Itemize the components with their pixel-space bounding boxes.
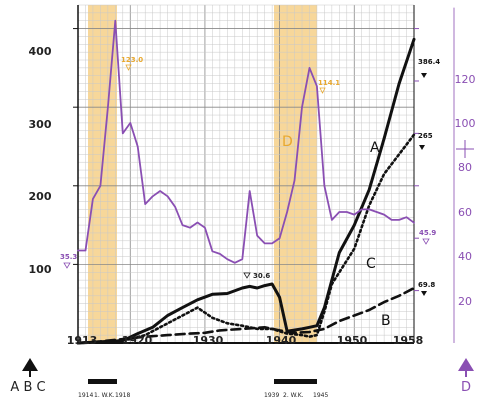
war-start-label: 1914	[78, 392, 93, 399]
war-bar-2	[274, 379, 317, 384]
left-axis-label: A B C	[10, 380, 45, 395]
x-tick-label: 1930	[193, 334, 224, 347]
annotation-peak-d-2: 114.1	[318, 79, 340, 87]
axes	[73, 5, 455, 344]
y-right-tick-label: 120	[455, 73, 476, 86]
marker-icon	[419, 145, 425, 150]
annotation-low-d: 30.6	[253, 272, 270, 280]
marker-icon	[422, 238, 430, 245]
y-right-tick-label: 60	[458, 206, 472, 219]
series-layer	[76, 19, 416, 345]
y-left-tick-label: 100	[29, 263, 52, 276]
series-label-d: D	[282, 134, 293, 150]
annotation-peak-d-1: 123.0	[121, 56, 143, 64]
war-bar-1	[88, 379, 117, 384]
annotation-start-d: 35.3	[60, 253, 77, 261]
y-left-tick-label: 200	[29, 190, 52, 203]
war-end-label: 1945	[313, 392, 328, 399]
series-label-b: B	[381, 313, 391, 329]
war-start-label: 1939	[264, 392, 279, 399]
y-right-tick-label: 40	[458, 250, 472, 263]
marker-icon	[421, 73, 427, 78]
series-line-a	[76, 37, 416, 345]
right-arrow-icon	[458, 358, 474, 371]
war-label: 1. W.K.	[94, 392, 115, 399]
war-label: 2. W.K.	[283, 392, 304, 399]
y-left-tick-label: 300	[29, 118, 52, 131]
annotation-end-b: 69.8	[418, 281, 435, 289]
x-tick-label: 1950	[337, 334, 368, 347]
x-tick-label: 1940	[266, 334, 297, 347]
marker-icon	[319, 87, 326, 94]
marker-icon	[125, 64, 132, 71]
x-tick-label: 1958	[393, 334, 424, 347]
annotation-end-d: 45.9	[419, 229, 436, 237]
series-line-c	[76, 133, 416, 345]
series-label-c: C	[366, 256, 376, 272]
war-end-label: 1918	[115, 392, 130, 399]
annotation-end-c: 265	[418, 132, 433, 140]
x-tick-label: 1920	[122, 334, 153, 347]
x-tick-label: 1913	[67, 334, 98, 347]
series-label-a: A	[370, 140, 380, 156]
marker-icon	[421, 291, 427, 296]
right-axis-label: D	[461, 380, 471, 395]
marker-icon	[243, 272, 251, 279]
annotation-end-a: 386.4	[418, 58, 440, 66]
series-line-d	[77, 19, 415, 264]
y-right-tick-label: 20	[458, 295, 472, 308]
y-right-tick-label: 80	[458, 161, 472, 174]
left-arrow-icon	[22, 358, 38, 371]
y-right-tick-label: 100	[455, 117, 476, 130]
marker-icon	[63, 262, 71, 269]
y-left-tick-label: 400	[29, 45, 52, 58]
grid	[77, 4, 415, 344]
